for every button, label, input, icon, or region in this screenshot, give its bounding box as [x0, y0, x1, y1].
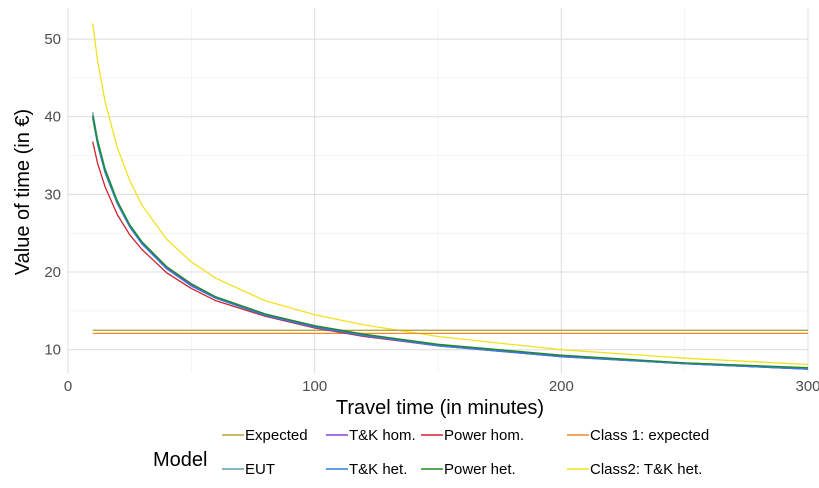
x-axis-title: Travel time (in minutes) [336, 397, 544, 419]
y-tick-label: 10 [44, 342, 61, 359]
legend-label-class2-t-k-het: Class2: T&K het. [590, 461, 702, 478]
legend-label-t-k-het: T&K het. [349, 461, 407, 478]
legend-label-eut: EUT [245, 461, 275, 478]
y-tick-label: 40 [44, 109, 61, 126]
y-axis-title: Value of time (in €) [12, 109, 34, 275]
y-tick-label: 50 [44, 31, 61, 48]
series-line-class2-t-k-het [92, 23, 809, 366]
legend-label-power-het: Power het. [444, 461, 516, 478]
series-line-power-hom [92, 141, 809, 370]
x-tick-label: 100 [302, 378, 327, 395]
legend-title: Model [153, 449, 207, 471]
y-tick-label: 20 [44, 264, 61, 281]
series-line-t-k-het [92, 118, 809, 370]
series-line-power-het [92, 115, 809, 369]
x-tick-labels: 0 100 200 300 [64, 378, 819, 395]
legend-label-class-1-expected: Class 1: expected [590, 427, 709, 444]
series-line-t-k-hom [92, 116, 809, 370]
x-tick-label: 300 [795, 378, 819, 395]
series-lines [92, 23, 809, 370]
legend-label-t-k-hom: T&K hom. [349, 427, 416, 444]
legend: Expected T&K hom. Power hom. Class 1: expec… [222, 427, 709, 478]
y-tick-label: 30 [44, 186, 61, 203]
x-tick-label: 0 [64, 378, 72, 395]
legend-label-power-hom: Power hom. [444, 427, 524, 444]
x-tick-label: 200 [549, 378, 574, 395]
legend-label-expected: Expected [245, 427, 308, 444]
y-tick-labels: 10 20 30 40 50 [44, 31, 61, 359]
grid-lines [67, 8, 809, 373]
